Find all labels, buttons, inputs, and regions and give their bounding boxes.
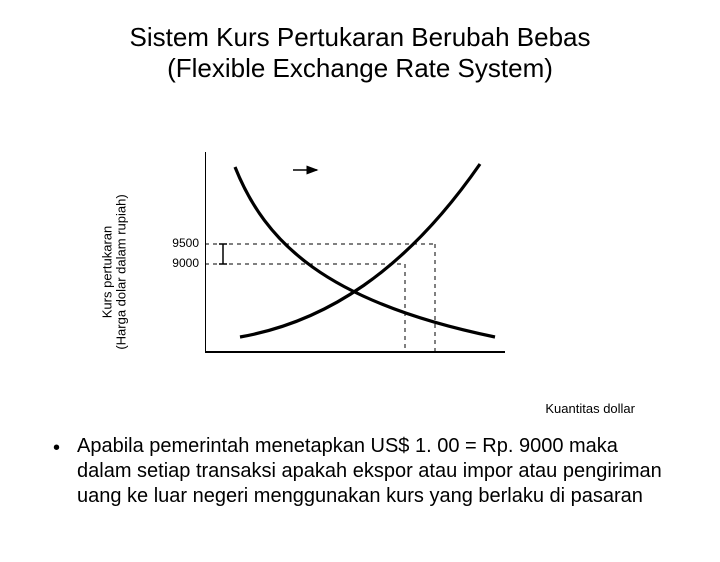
exchange-rate-chart: Kurs pertukaran (Harga dolar dalam rupia… xyxy=(155,152,515,392)
y-axis-label-line2: (Harga dolar dalam rupiah) xyxy=(114,194,129,349)
demand-curve xyxy=(235,167,495,337)
supply-curve xyxy=(240,164,480,337)
chart-svg xyxy=(205,152,505,362)
price-gap-bracket-icon xyxy=(219,244,227,264)
bullet-dot-icon: • xyxy=(53,436,60,461)
title-line-1: Sistem Kurs Pertukaran Berubah Bebas xyxy=(129,22,590,52)
bullet-text: Apabila pemerintah menetapkan US$ 1. 00 … xyxy=(55,434,675,509)
title-line-2: (Flexible Exchange Rate System) xyxy=(167,53,553,83)
bullet-item: • Apabila pemerintah menetapkan US$ 1. 0… xyxy=(55,434,675,509)
y-axis-label-line1: Kurs pertukaran xyxy=(100,226,115,319)
tick-9000: 9000 xyxy=(163,256,199,270)
slide-title: Sistem Kurs Pertukaran Berubah Bebas (Fl… xyxy=(0,22,720,84)
y-axis-label: Kurs pertukaran (Harga dolar dalam rupia… xyxy=(101,194,130,349)
tick-9500: 9500 xyxy=(163,236,199,250)
x-axis-label: Kuantitas dollar xyxy=(545,401,635,416)
